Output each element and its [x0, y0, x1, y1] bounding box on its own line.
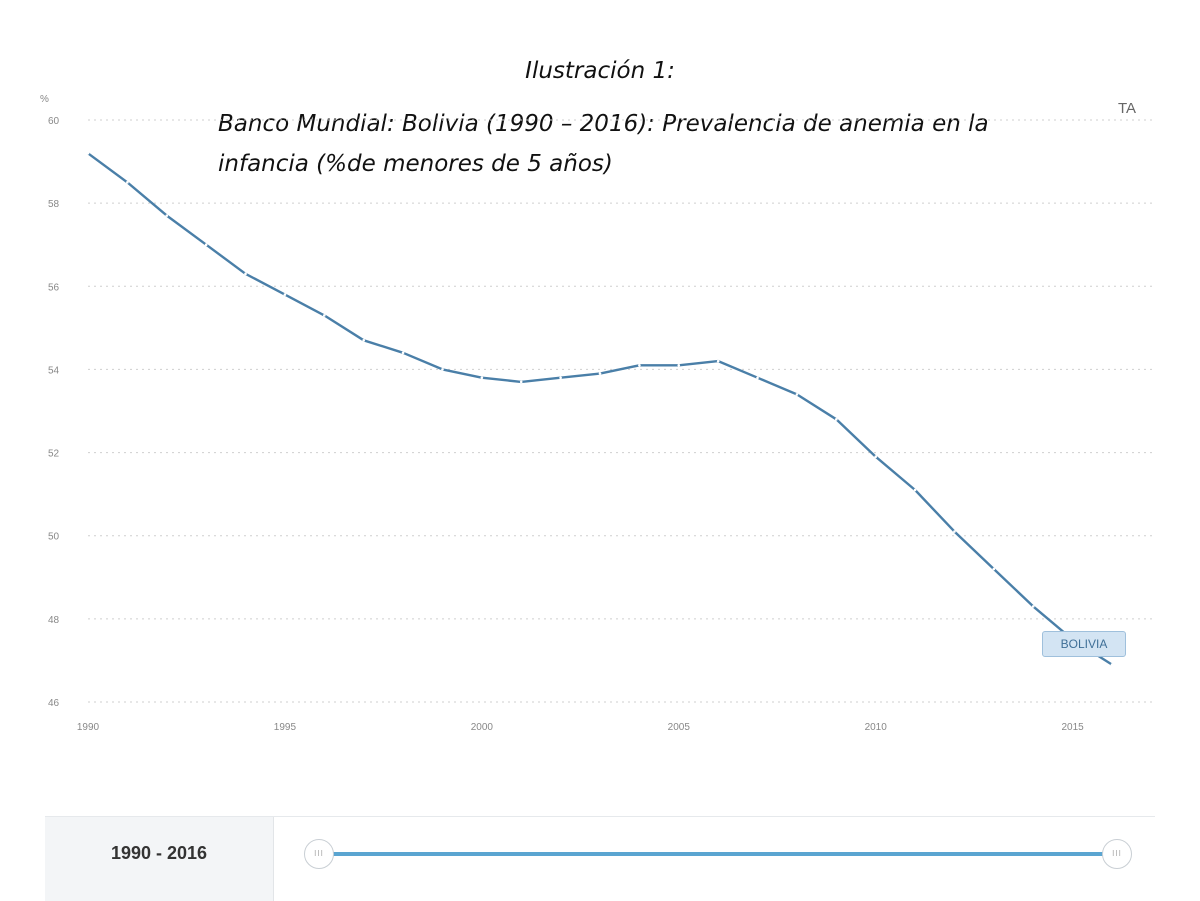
data-point[interactable] [716, 359, 720, 363]
data-point[interactable] [1031, 605, 1035, 608]
y-axis-unit-label: % [40, 94, 49, 105]
data-point[interactable] [362, 339, 365, 342]
y-tick-label: 54 [48, 365, 60, 376]
series-bolivia [86, 151, 1114, 666]
x-axis-ticks: 1990 1995 2000 2005 2010 2015 [77, 722, 1084, 733]
data-point[interactable] [323, 314, 326, 317]
data-point[interactable] [86, 151, 90, 155]
line-chart: 46 48 50 52 54 56 58 60 1990 1995 2000 2005 2010 201… [40, 94, 1155, 733]
data-point[interactable] [992, 567, 996, 571]
data-point[interactable] [401, 351, 405, 355]
data-point[interactable] [913, 488, 917, 492]
y-tick-label: 52 [48, 449, 60, 460]
y-tick-label: 48 [48, 615, 60, 626]
year-range-label-box: 1990 - 2016 [45, 817, 274, 901]
x-tick-label: 1990 [77, 722, 100, 733]
corner-label: TA [1118, 100, 1137, 117]
data-point[interactable] [283, 293, 287, 296]
x-tick-label: 2010 [865, 722, 888, 733]
year-range-slider[interactable]: III III [274, 817, 1155, 901]
year-range-selector: 1990 - 2016 III III [45, 816, 1155, 901]
chart-caption-subtitle: Banco Mundial: Bolivia (1990 – 2016): Pr… [218, 111, 989, 177]
data-point[interactable] [953, 530, 956, 533]
y-tick-label: 60 [48, 116, 60, 127]
range-start-handle[interactable]: III [304, 839, 334, 869]
data-point[interactable] [441, 368, 444, 371]
chart-caption-title: Ilustración 1: [525, 58, 675, 84]
range-end-handle[interactable]: III [1102, 839, 1132, 869]
data-point[interactable] [795, 393, 799, 396]
data-point[interactable] [756, 376, 759, 380]
series-line [87, 152, 1113, 666]
x-tick-label: 1995 [274, 722, 297, 733]
y-tick-label: 56 [48, 282, 60, 293]
data-point[interactable] [126, 181, 129, 184]
x-tick-label: 2000 [471, 722, 494, 733]
data-point[interactable] [638, 363, 641, 367]
data-point[interactable] [204, 243, 208, 247]
y-axis-ticks: 46 48 50 52 54 56 58 60 [48, 116, 60, 709]
gridlines [88, 119, 1155, 703]
year-range-track[interactable] [319, 852, 1119, 856]
data-point[interactable] [1110, 663, 1114, 666]
data-point[interactable] [598, 372, 602, 375]
data-point[interactable] [559, 376, 562, 380]
series-label-bolivia[interactable]: BOLIVIA [1042, 631, 1126, 657]
year-range-label: 1990 - 2016 [110, 843, 208, 863]
data-point[interactable] [165, 214, 169, 217]
data-point[interactable] [519, 380, 523, 384]
data-point[interactable] [677, 363, 681, 367]
data-point[interactable] [874, 455, 877, 459]
y-tick-label: 50 [48, 532, 60, 543]
data-point[interactable] [835, 418, 838, 421]
data-point[interactable] [480, 376, 484, 380]
data-point[interactable] [244, 272, 247, 276]
x-tick-label: 2005 [668, 722, 691, 733]
y-tick-label: 58 [48, 199, 60, 210]
x-tick-label: 2015 [1061, 722, 1084, 733]
y-tick-label: 46 [48, 698, 60, 709]
